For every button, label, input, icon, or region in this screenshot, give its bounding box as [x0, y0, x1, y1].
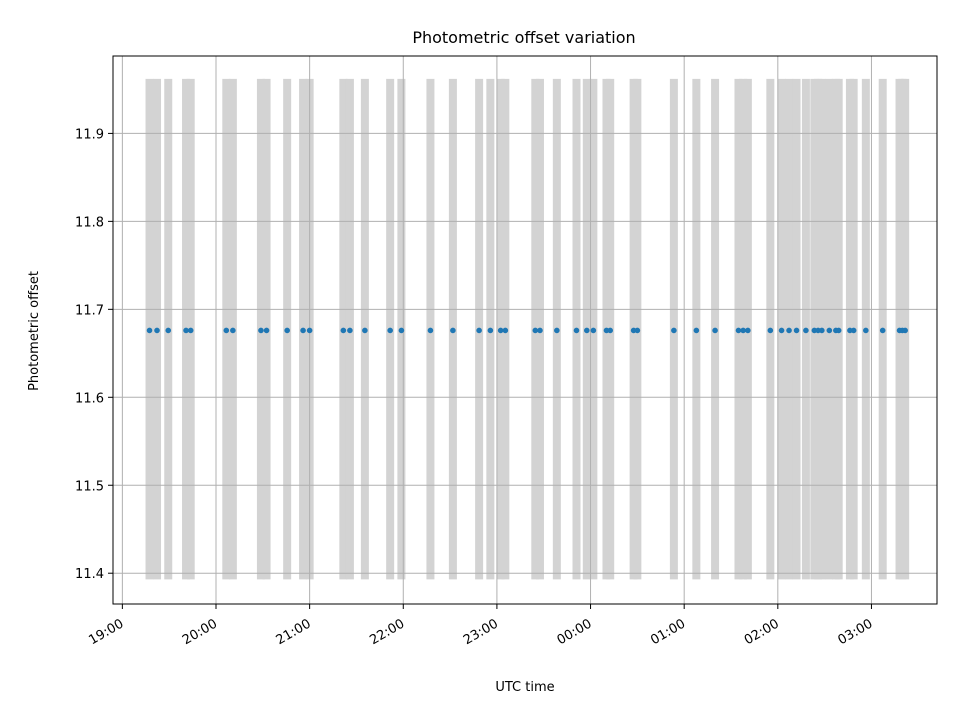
data-point: [767, 327, 774, 334]
data-point: [537, 327, 543, 334]
data-point: [347, 327, 353, 334]
data-point: [902, 327, 908, 334]
y-tick-label: 11.5: [75, 479, 104, 494]
x-axis-label: UTC time: [495, 680, 554, 695]
data-point: [340, 327, 347, 334]
data-point: [554, 327, 560, 334]
data-point: [693, 327, 700, 334]
data-point: [573, 327, 580, 334]
x-tick-label: 20:00: [180, 616, 220, 648]
y-tick-label: 11.4: [75, 567, 104, 582]
data-point: [793, 327, 800, 334]
data-point: [230, 327, 236, 334]
data-point: [263, 327, 270, 334]
grid-lines: [113, 56, 937, 604]
data-point: [450, 327, 456, 334]
data-point: [487, 327, 494, 334]
data-point: [863, 327, 869, 334]
x-axis-ticks: 19:00 20:00 21:00 22:00 23:00 00:00 01:00 02:00…: [86, 604, 875, 648]
data-point: [786, 327, 792, 334]
data-point: [300, 327, 306, 334]
data-point: [590, 327, 597, 334]
data-point: [745, 327, 751, 334]
x-tick-label: 01:00: [648, 616, 688, 648]
data-point: [154, 327, 160, 334]
data-point: [258, 327, 264, 334]
y-axis-label: Photometric offset: [27, 271, 42, 391]
data-point: [362, 327, 368, 334]
data-point: [146, 327, 153, 334]
data-point: [671, 327, 677, 334]
data-point: [826, 327, 833, 334]
x-tick-label: 03:00: [836, 616, 876, 648]
y-tick-label: 11.8: [75, 215, 104, 230]
data-point: [165, 327, 172, 334]
data-point: [223, 327, 230, 334]
data-point: [427, 327, 434, 334]
data-point: [740, 327, 746, 334]
y-axis-ticks: 11.4 11.5 11.6 11.7 11.8 11.9: [75, 127, 113, 582]
data-point: [497, 327, 504, 334]
data-point: [306, 327, 313, 334]
data-point: [735, 327, 742, 334]
data-point: [712, 327, 718, 334]
data-point: [183, 327, 189, 334]
x-tick-label: 00:00: [555, 616, 595, 648]
x-tick-label: 23:00: [461, 616, 501, 648]
x-tick-label: 02:00: [742, 616, 782, 648]
x-tick-label: 22:00: [367, 616, 407, 648]
data-point: [850, 327, 857, 334]
plot-frame: [112, 55, 938, 605]
data-point: [187, 327, 194, 334]
y-tick-label: 11.9: [75, 127, 104, 142]
data-points: [146, 327, 908, 334]
x-tick-label: 19:00: [86, 616, 126, 648]
x-tick-label: 21:00: [274, 616, 314, 648]
data-point: [803, 327, 809, 334]
data-point: [284, 327, 290, 334]
y-tick-label: 11.6: [75, 391, 104, 406]
data-point: [634, 327, 641, 334]
data-point: [607, 327, 614, 334]
data-point: [476, 327, 482, 334]
y-tick-label: 11.7: [75, 303, 104, 318]
data-point: [835, 327, 842, 334]
data-point: [778, 327, 785, 334]
data-point: [532, 327, 539, 334]
chart-title: Photometric offset variation: [412, 28, 635, 47]
data-point: [387, 327, 393, 334]
data-point: [879, 327, 886, 334]
data-point: [819, 327, 825, 334]
data-point: [502, 327, 509, 334]
data-point: [398, 327, 405, 334]
data-point: [584, 327, 590, 334]
